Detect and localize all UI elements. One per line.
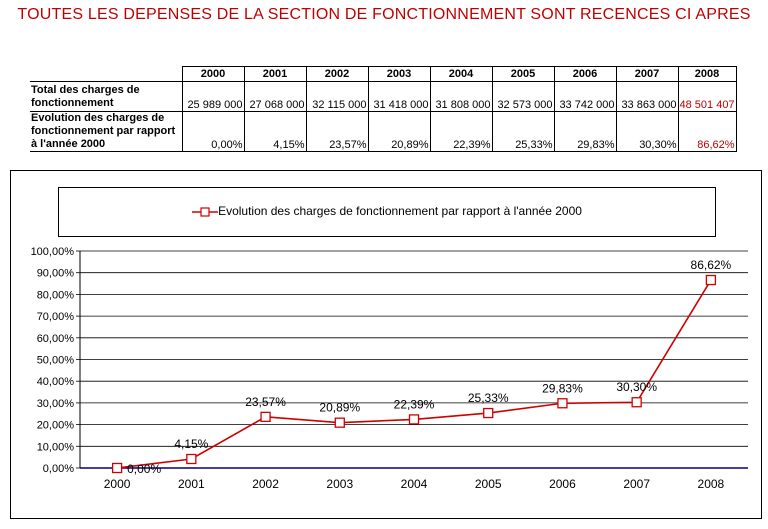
y-tick-label: 30,00% — [37, 398, 75, 410]
year-header: 2007 — [615, 66, 679, 82]
data-point — [631, 397, 642, 408]
table-corner — [30, 66, 183, 82]
year-header: 2000 — [181, 66, 245, 82]
data-point — [557, 398, 568, 409]
year-header: 2008 — [677, 66, 737, 82]
y-tick-label: 0,00% — [43, 463, 74, 475]
legend-marker-icon — [192, 207, 219, 217]
data-point — [705, 274, 717, 286]
data-label: 0,00% — [127, 462, 161, 476]
data-label: 22,39% — [394, 397, 435, 411]
x-tick-label: 2003 — [326, 477, 353, 491]
page-title: TOUTES LES DEPENSES DE LA SECTION DE FON… — [17, 6, 751, 23]
data-label: 29,83% — [542, 381, 583, 395]
x-tick-label: 2002 — [252, 477, 279, 491]
x-tick-label: 2008 — [698, 477, 725, 491]
y-tick-label: 50,00% — [37, 355, 75, 367]
y-tick-label: 10,00% — [37, 441, 75, 453]
table-cell: 4,15% — [243, 111, 307, 152]
data-label: 23,57% — [245, 395, 286, 409]
table-header-row: 2000 2001 2002 2003 2004 2005 2006 2007 … — [30, 66, 737, 82]
data-table: 2000 2001 2002 2003 2004 2005 2006 2007 … — [30, 66, 737, 152]
year-header: 2004 — [429, 66, 493, 82]
table-cell: 31 808 000 — [429, 81, 493, 112]
year-header: 2001 — [243, 66, 307, 82]
data-point — [111, 462, 123, 474]
x-tick-label: 2006 — [549, 477, 576, 491]
data-point — [483, 407, 494, 419]
y-tick-label: 90,00% — [37, 268, 75, 280]
table-cell: 27 068 000 — [243, 81, 307, 112]
table-cell: 0,00% — [181, 111, 245, 152]
data-point — [408, 414, 420, 425]
y-tick-label: 40,00% — [37, 376, 75, 388]
table-cell: 22,39% — [429, 111, 493, 152]
row-label: Total des charges de fonctionnement — [30, 81, 183, 112]
table-cell: 48 501 407 — [677, 81, 737, 112]
table-cell: 86,62% — [677, 111, 737, 152]
legend-label: Evolution des charges de fonctionnement … — [218, 204, 582, 218]
row-label: Evolution des charges de fonctionnement … — [30, 111, 183, 152]
table-cell: 30,30% — [615, 111, 679, 152]
y-tick-label: 70,00% — [37, 311, 75, 323]
y-tick-label: 60,00% — [37, 333, 75, 345]
y-tick-label: 20,00% — [37, 420, 75, 432]
data-label: 4,15% — [174, 437, 208, 451]
table-cell: 32 115 000 — [305, 81, 369, 112]
table-row: Evolution des charges de fonctionnement … — [30, 111, 737, 152]
data-label: 20,89% — [319, 401, 360, 415]
y-tick-label: 100,00% — [31, 246, 75, 258]
table-cell: 33 742 000 — [553, 81, 617, 112]
table-cell: 29,83% — [553, 111, 617, 152]
table-cell: 31 418 000 — [367, 81, 431, 112]
year-header: 2006 — [553, 66, 617, 82]
data-label: 86,62% — [691, 258, 732, 272]
x-tick-label: 2000 — [104, 477, 131, 491]
year-header: 2002 — [305, 66, 369, 82]
table-cell: 33 863 000 — [615, 81, 679, 112]
data-point — [186, 453, 197, 465]
data-label: 30,30% — [616, 380, 657, 394]
year-header: 2003 — [367, 66, 431, 82]
table-cell: 23,57% — [305, 111, 369, 152]
data-point — [334, 417, 345, 428]
table-cell: 32 573 000 — [491, 81, 555, 112]
table-cell: 20,89% — [367, 111, 431, 152]
y-tick-label: 80,00% — [37, 289, 75, 301]
table-cell: 25,33% — [491, 111, 555, 152]
chart-frame: Evolution des charges de fonctionnement … — [10, 170, 762, 519]
x-tick-label: 2001 — [178, 477, 205, 491]
year-header: 2005 — [491, 66, 555, 82]
table-cell: 25 989 000 — [181, 81, 245, 112]
line-chart: 0,00% 10,00% 20,00% 30,00% 40,00% 50,00% 60,00… — [31, 246, 748, 491]
table-row: Total des charges de fonctionnement 25 9… — [30, 81, 737, 112]
x-tick-label: 2004 — [401, 477, 428, 491]
chart-legend: Evolution des charges de fonctionnement … — [58, 187, 716, 237]
data-point — [260, 411, 271, 423]
x-tick-label: 2007 — [623, 477, 650, 491]
x-tick-label: 2005 — [475, 477, 502, 491]
data-label: 25,33% — [468, 391, 509, 405]
